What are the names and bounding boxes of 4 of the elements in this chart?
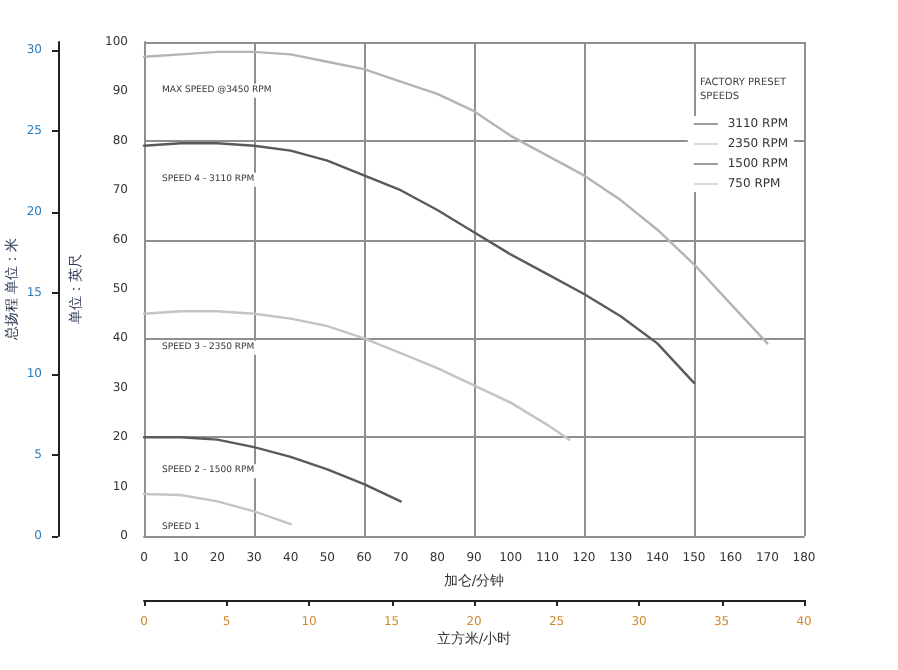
line-series	[142, 310, 571, 441]
line-series	[142, 436, 402, 503]
line-series	[142, 142, 696, 385]
line-series	[142, 492, 292, 526]
